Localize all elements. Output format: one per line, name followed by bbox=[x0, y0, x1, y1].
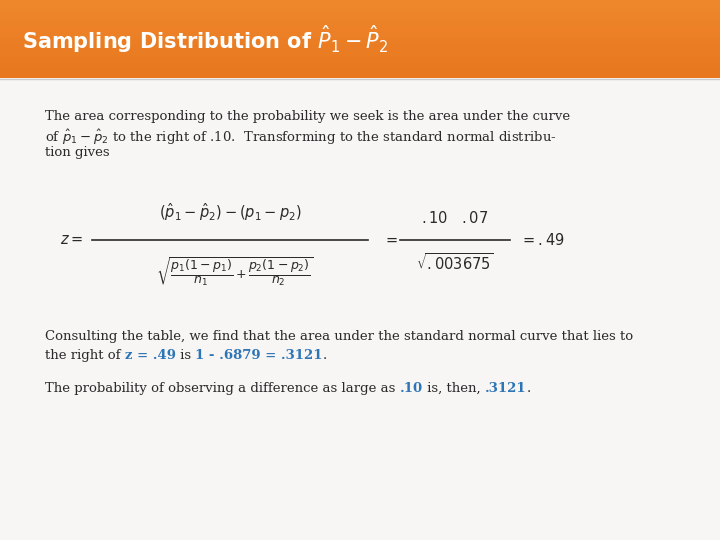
Text: $\sqrt{\dfrac{p_1(1-p_1)}{n_1} + \dfrac{p_2(1-p_2)}{n_2}}$: $\sqrt{\dfrac{p_1(1-p_1)}{n_1} + \dfrac{… bbox=[156, 255, 314, 288]
Bar bbox=[0, 68, 720, 71]
Bar bbox=[0, 57, 720, 60]
Bar bbox=[0, 5, 720, 8]
Text: The probability of observing a difference as large as: The probability of observing a differenc… bbox=[45, 382, 400, 395]
Bar bbox=[0, 31, 720, 34]
Text: $=$: $=$ bbox=[383, 233, 398, 247]
Text: tion gives: tion gives bbox=[45, 146, 109, 159]
Text: of $\hat{p}_1 - \hat{p}_2$ to the right of .10.  Transforming to the standard no: of $\hat{p}_1 - \hat{p}_2$ to the right … bbox=[45, 128, 557, 147]
Bar bbox=[0, 39, 720, 42]
Bar bbox=[0, 8, 720, 10]
Bar bbox=[0, 0, 720, 3]
Bar bbox=[0, 10, 720, 13]
Text: is, then,: is, then, bbox=[423, 382, 485, 395]
Text: $z =$: $z =$ bbox=[60, 233, 84, 247]
Text: z = .49: z = .49 bbox=[125, 349, 176, 362]
Bar bbox=[0, 13, 720, 16]
Text: $\sqrt{.003675}$: $\sqrt{.003675}$ bbox=[416, 252, 494, 273]
Bar bbox=[0, 42, 720, 44]
Bar bbox=[0, 70, 720, 73]
Text: .: . bbox=[323, 349, 327, 362]
Text: $= .49$: $= .49$ bbox=[520, 232, 565, 248]
Bar bbox=[0, 29, 720, 31]
Text: the right of: the right of bbox=[45, 349, 125, 362]
Bar bbox=[0, 78, 720, 540]
Bar bbox=[0, 76, 720, 78]
Text: .10: .10 bbox=[400, 382, 423, 395]
Bar bbox=[0, 3, 720, 5]
Text: .3121: .3121 bbox=[485, 382, 526, 395]
Bar bbox=[0, 65, 720, 68]
Bar bbox=[0, 34, 720, 37]
Bar bbox=[0, 47, 720, 50]
Text: $(\hat{p}_1 - \hat{p}_2) - (p_1 - p_2)$: $(\hat{p}_1 - \hat{p}_2) - (p_1 - p_2)$ bbox=[158, 201, 302, 223]
Bar bbox=[0, 18, 720, 21]
Bar bbox=[0, 16, 720, 18]
Bar bbox=[0, 44, 720, 47]
Text: Consulting the table, we find that the area under the standard normal curve that: Consulting the table, we find that the a… bbox=[45, 330, 633, 343]
Text: 1 - .6879 = .3121: 1 - .6879 = .3121 bbox=[195, 349, 323, 362]
Bar bbox=[0, 21, 720, 23]
Text: $.10\quad .07$: $.10\quad .07$ bbox=[421, 210, 489, 226]
Bar bbox=[0, 60, 720, 63]
Text: The area corresponding to the probability we seek is the area under the curve: The area corresponding to the probabilit… bbox=[45, 110, 570, 123]
Bar bbox=[0, 26, 720, 29]
Text: .: . bbox=[526, 382, 531, 395]
Text: Sampling Distribution of $\hat{P}_1 - \hat{P}_2$: Sampling Distribution of $\hat{P}_1 - \h… bbox=[22, 23, 389, 55]
Bar bbox=[0, 55, 720, 57]
Bar bbox=[0, 37, 720, 39]
Bar bbox=[0, 23, 720, 26]
Bar bbox=[0, 73, 720, 76]
Bar bbox=[0, 50, 720, 52]
Text: is: is bbox=[176, 349, 195, 362]
Bar bbox=[0, 52, 720, 55]
Bar bbox=[0, 63, 720, 65]
